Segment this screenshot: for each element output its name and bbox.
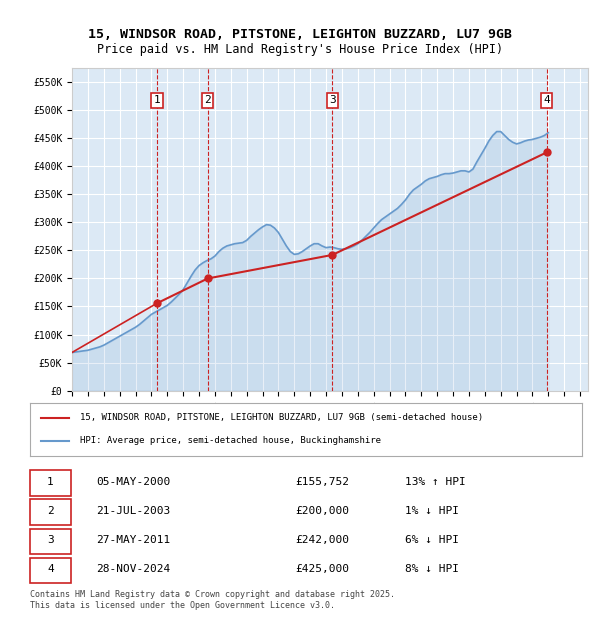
Text: Contains HM Land Registry data © Crown copyright and database right 2025.
This d: Contains HM Land Registry data © Crown c… — [30, 590, 395, 609]
FancyBboxPatch shape — [30, 500, 71, 525]
Text: £425,000: £425,000 — [295, 564, 349, 574]
Text: 27-MAY-2011: 27-MAY-2011 — [96, 535, 170, 545]
Text: 6% ↓ HPI: 6% ↓ HPI — [406, 535, 460, 545]
Text: 8% ↓ HPI: 8% ↓ HPI — [406, 564, 460, 574]
Text: HPI: Average price, semi-detached house, Buckinghamshire: HPI: Average price, semi-detached house,… — [80, 436, 380, 445]
Text: 2: 2 — [205, 95, 211, 105]
Text: 13% ↑ HPI: 13% ↑ HPI — [406, 477, 466, 487]
Text: 1: 1 — [154, 95, 160, 105]
Text: 15, WINDSOR ROAD, PITSTONE, LEIGHTON BUZZARD, LU7 9GB (semi-detached house): 15, WINDSOR ROAD, PITSTONE, LEIGHTON BUZ… — [80, 414, 483, 422]
Text: £200,000: £200,000 — [295, 506, 349, 516]
Text: 4: 4 — [544, 95, 550, 105]
Text: 05-MAY-2000: 05-MAY-2000 — [96, 477, 170, 487]
Text: 28-NOV-2024: 28-NOV-2024 — [96, 564, 170, 574]
Text: 21-JUL-2003: 21-JUL-2003 — [96, 506, 170, 516]
FancyBboxPatch shape — [30, 529, 71, 554]
Text: 4: 4 — [47, 564, 54, 574]
FancyBboxPatch shape — [30, 470, 71, 495]
Text: 1% ↓ HPI: 1% ↓ HPI — [406, 506, 460, 516]
Text: 1: 1 — [47, 477, 54, 487]
Text: £242,000: £242,000 — [295, 535, 349, 545]
Text: 2: 2 — [47, 506, 54, 516]
Text: 3: 3 — [47, 535, 54, 545]
Text: £155,752: £155,752 — [295, 477, 349, 487]
FancyBboxPatch shape — [30, 558, 71, 583]
Text: 15, WINDSOR ROAD, PITSTONE, LEIGHTON BUZZARD, LU7 9GB: 15, WINDSOR ROAD, PITSTONE, LEIGHTON BUZ… — [88, 28, 512, 41]
Text: Price paid vs. HM Land Registry's House Price Index (HPI): Price paid vs. HM Land Registry's House … — [97, 43, 503, 56]
Text: 3: 3 — [329, 95, 336, 105]
